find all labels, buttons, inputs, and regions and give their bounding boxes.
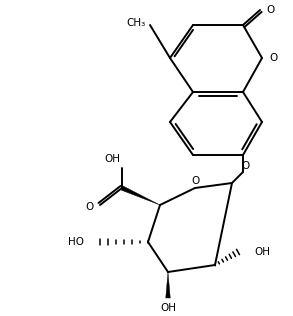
Text: CH₃: CH₃ xyxy=(127,18,146,28)
Text: O: O xyxy=(191,176,199,186)
Text: O: O xyxy=(86,202,94,212)
Text: OH: OH xyxy=(160,303,176,313)
Text: OH: OH xyxy=(104,154,120,164)
Text: O: O xyxy=(242,161,250,171)
Text: O: O xyxy=(266,5,274,15)
Polygon shape xyxy=(166,272,170,298)
Text: HO: HO xyxy=(68,237,84,247)
Text: OH: OH xyxy=(254,247,270,257)
Polygon shape xyxy=(121,186,160,205)
Text: O: O xyxy=(269,53,277,63)
